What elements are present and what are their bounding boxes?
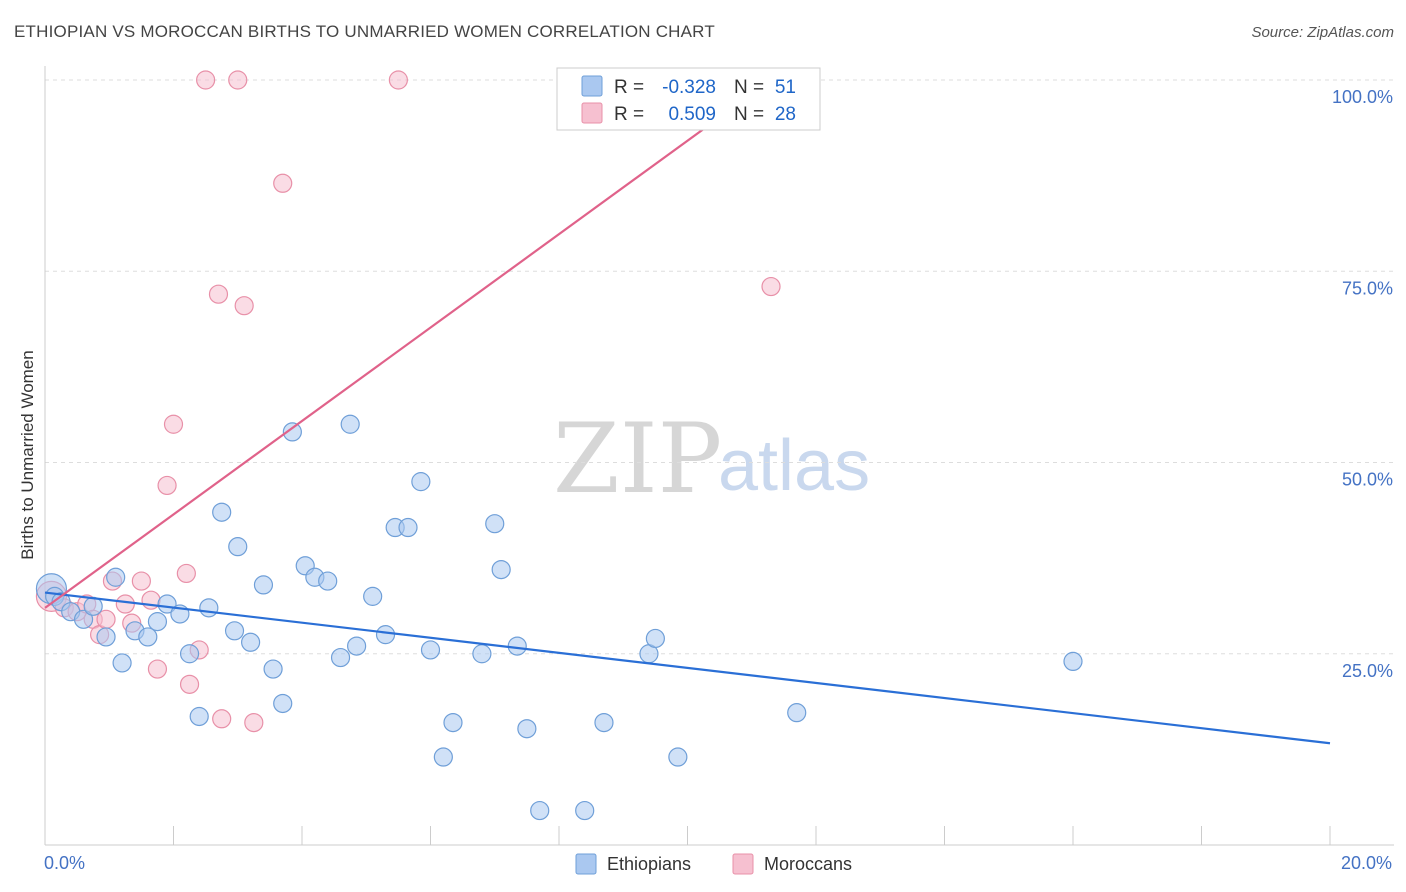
ethiopians-point [594, 712, 614, 733]
ethiopians-point [485, 514, 505, 534]
moroccans-point [147, 659, 168, 679]
moroccans-point [273, 173, 293, 193]
x-tick-marks [173, 826, 1331, 845]
moroccans-point [115, 594, 135, 614]
moroccans-point [157, 475, 177, 496]
y-tick-label-25: 25.0% [1342, 661, 1393, 681]
ethiopians-point [340, 414, 360, 434]
axes [44, 66, 1394, 846]
ethiopians-point [147, 612, 168, 632]
y-tick-label-50: 50.0% [1342, 470, 1393, 490]
moroccans-point [196, 70, 216, 90]
ethiopians-points [35, 414, 1083, 821]
moroccans-point [179, 674, 200, 694]
series-legend-swatch-ethiopians [575, 853, 597, 875]
ethiopians-point [228, 537, 248, 557]
ethiopians-point [472, 644, 492, 664]
legend-n-label-moroccans: N = [734, 104, 764, 125]
ethiopians-trend-line [44, 591, 1331, 745]
moroccans-point [234, 296, 254, 316]
legend-swatch-moroccans [581, 102, 603, 124]
x-tick-label-max: 20.0% [1341, 853, 1392, 873]
legend-swatch-ethiopians [581, 75, 603, 97]
ethiopians-point [138, 627, 158, 647]
ethiopians-point [112, 653, 132, 673]
ethiopians-point [318, 571, 338, 591]
ethiopians-point [363, 586, 383, 606]
ethiopians-point [420, 640, 441, 660]
correlation-legend: R = -0.328 N = 51 R = 0.509 N = 28 [556, 67, 821, 131]
legend-n-value-moroccans: 28 [775, 104, 796, 125]
chart-title: ETHIOPIAN VS MOROCCAN BIRTHS TO UNMARRIE… [14, 22, 715, 41]
series-legend-swatch-moroccans [732, 853, 754, 875]
ethiopians-point [347, 636, 367, 656]
y-tick-label-75: 75.0% [1342, 278, 1393, 298]
ethiopians-point [96, 627, 116, 647]
moroccans-trend-line [44, 79, 772, 609]
moroccans-point [131, 571, 151, 591]
legend-n-value-ethiopians: 51 [775, 77, 796, 98]
ethiopians-point [263, 659, 283, 679]
ethiopians-point [575, 800, 595, 821]
legend-n-label-ethiopians: N = [734, 77, 764, 98]
legend-r-value-ethiopians: -0.328 [662, 77, 716, 98]
ethiopians-point [1063, 651, 1083, 672]
ethiopians-point [157, 594, 177, 614]
moroccans-point [244, 712, 264, 733]
series-legend-label-ethiopians: Ethiopians [607, 854, 691, 874]
ethiopians-point [282, 422, 302, 442]
ethiopians-point [179, 644, 200, 664]
ethiopians-point [330, 647, 351, 668]
ethiopians-point [787, 703, 807, 723]
ethiopians-point [411, 472, 431, 492]
watermark-zip: ZIP [553, 403, 722, 515]
moroccans-point [176, 563, 196, 584]
ethiopians-point [106, 567, 126, 587]
ethiopians-point [433, 747, 453, 767]
moroccans-point [228, 70, 248, 90]
ethiopians-point [224, 621, 245, 641]
ethiopians-point [189, 706, 209, 727]
watermark: ZIP atlas [553, 403, 870, 515]
source-credit: Source: ZipAtlas.com [1251, 24, 1394, 41]
y-tick-label-100: 100.0% [1332, 87, 1393, 107]
watermark-atlas: atlas [718, 426, 870, 506]
ethiopians-point [668, 747, 688, 767]
ethiopians-point [491, 559, 511, 580]
legend-r-label-moroccans: R = [614, 104, 644, 125]
ethiopians-point [645, 628, 665, 649]
moroccans-point [212, 709, 232, 729]
moroccans-point [163, 414, 184, 434]
moroccans-point [388, 70, 408, 90]
ethiopians-point [199, 598, 219, 618]
x-tick-label-min: 0.0% [44, 853, 85, 873]
ethiopians-point [443, 712, 463, 733]
ethiopians-point [273, 693, 293, 714]
ethiopians-point [517, 719, 537, 739]
y-axis-title: Births to Unmarried Women [18, 350, 37, 559]
series-legend: Ethiopians Moroccans [575, 853, 852, 875]
moroccans-point [208, 284, 229, 304]
legend-r-label-ethiopians: R = [614, 77, 644, 98]
ethiopians-point [253, 575, 274, 595]
ethiopians-point [530, 800, 550, 821]
ethiopians-point [73, 609, 94, 629]
legend-r-value-moroccans: 0.509 [668, 104, 716, 125]
gridlines [45, 79, 1394, 655]
series-legend-label-moroccans: Moroccans [764, 854, 852, 874]
ethiopians-point [398, 517, 418, 538]
ethiopians-point [375, 625, 396, 645]
ethiopians-point [212, 502, 232, 522]
ethiopians-point [241, 632, 261, 652]
y-tick-labels: 25.0% 50.0% 75.0% 100.0% [1332, 87, 1393, 681]
moroccans-point [761, 276, 781, 297]
